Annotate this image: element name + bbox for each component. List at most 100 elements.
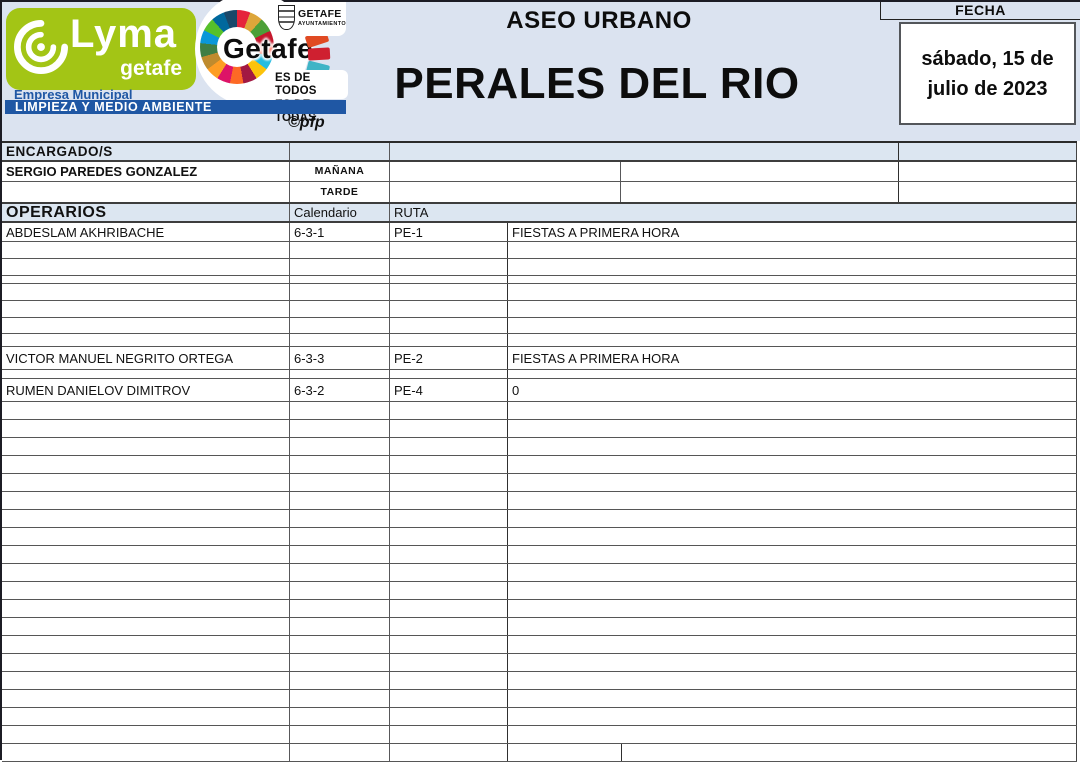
- empty-cell[interactable]: [508, 402, 1077, 419]
- empty-cell[interactable]: [2, 582, 290, 599]
- empty-cell[interactable]: [508, 438, 1077, 455]
- empty-cell[interactable]: [508, 636, 1077, 653]
- empty-cell[interactable]: [390, 492, 508, 509]
- empty-cell[interactable]: [390, 744, 508, 761]
- empty-cell[interactable]: [508, 242, 1077, 258]
- empty-cell[interactable]: [390, 654, 508, 671]
- empty-cell[interactable]: [390, 182, 621, 202]
- empty-cell[interactable]: [290, 690, 390, 707]
- nota-cell[interactable]: FIESTAS A PRIMERA HORA: [508, 223, 1077, 241]
- empty-cell[interactable]: [290, 726, 390, 743]
- empty-cell[interactable]: [2, 564, 290, 581]
- empty-cell[interactable]: [290, 636, 390, 653]
- empty-cell[interactable]: [290, 438, 390, 455]
- empty-cell[interactable]: [2, 318, 290, 333]
- empty-cell[interactable]: [508, 370, 1077, 378]
- empty-cell[interactable]: [290, 402, 390, 419]
- calendario-cell[interactable]: 6-3-2: [290, 379, 390, 401]
- empty-cell[interactable]: [390, 546, 508, 563]
- empty-cell[interactable]: [508, 276, 1077, 283]
- empty-cell[interactable]: [2, 510, 290, 527]
- empty-cell[interactable]: [2, 420, 290, 437]
- empty-cell[interactable]: [508, 564, 1077, 581]
- ruta-cell[interactable]: PE-2: [390, 347, 508, 369]
- empty-cell[interactable]: [508, 618, 1077, 635]
- empty-cell[interactable]: [508, 528, 1077, 545]
- manana-label-cell[interactable]: MAÑANA: [290, 162, 390, 181]
- empty-cell[interactable]: [390, 456, 508, 473]
- empty-cell[interactable]: [508, 474, 1077, 491]
- empty-cell[interactable]: [390, 726, 508, 743]
- empty-cell[interactable]: [2, 456, 290, 473]
- ruta-cell[interactable]: PE-4: [390, 379, 508, 401]
- empty-cell[interactable]: [2, 276, 290, 283]
- empty-cell[interactable]: [2, 618, 290, 635]
- empty-cell[interactable]: [290, 456, 390, 473]
- empty-cell[interactable]: [508, 690, 1077, 707]
- empty-cell[interactable]: [290, 259, 390, 275]
- empty-cell[interactable]: [508, 420, 1077, 437]
- calendario-cell[interactable]: 6-3-3: [290, 347, 390, 369]
- empty-cell[interactable]: [390, 564, 508, 581]
- nota-cell[interactable]: 0: [508, 379, 1077, 401]
- empty-cell[interactable]: [290, 564, 390, 581]
- empty-cell[interactable]: [390, 690, 508, 707]
- empty-cell[interactable]: [390, 708, 508, 725]
- empty-cell[interactable]: [2, 546, 290, 563]
- empty-cell[interactable]: [290, 474, 390, 491]
- operarios-header-cell[interactable]: OPERARIOS: [2, 204, 290, 221]
- empty-cell[interactable]: [2, 528, 290, 545]
- empty-cell[interactable]: [290, 334, 390, 346]
- empty-cell[interactable]: [390, 143, 899, 160]
- empty-cell[interactable]: [390, 510, 508, 527]
- empty-cell[interactable]: [2, 259, 290, 275]
- empty-cell[interactable]: [508, 284, 1077, 300]
- empty-cell[interactable]: [508, 259, 1077, 275]
- empty-cell[interactable]: [290, 510, 390, 527]
- empty-cell[interactable]: [508, 456, 1077, 473]
- empty-cell[interactable]: [390, 242, 508, 258]
- empty-cell[interactable]: [390, 600, 508, 617]
- empty-cell[interactable]: [899, 143, 1077, 160]
- empty-cell[interactable]: [2, 726, 290, 743]
- empty-cell[interactable]: [390, 370, 508, 378]
- date-cell[interactable]: sábado, 15 de julio de 2023: [899, 22, 1076, 125]
- empty-cell[interactable]: [290, 528, 390, 545]
- empty-cell[interactable]: [290, 654, 390, 671]
- empty-cell[interactable]: [290, 370, 390, 378]
- empty-cell[interactable]: [290, 744, 390, 761]
- worker-name-cell[interactable]: ABDESLAM AKHRIBACHE: [2, 223, 290, 241]
- calendario-cell[interactable]: 6-3-1: [290, 223, 390, 241]
- empty-cell[interactable]: [390, 420, 508, 437]
- empty-cell[interactable]: [290, 672, 390, 689]
- empty-cell[interactable]: [899, 182, 1077, 202]
- encargados-header-cell[interactable]: ENCARGADO/S: [2, 143, 290, 160]
- empty-cell[interactable]: [290, 708, 390, 725]
- empty-cell[interactable]: [390, 528, 508, 545]
- empty-cell[interactable]: [290, 546, 390, 563]
- nota-cell[interactable]: FIESTAS A PRIMERA HORA: [508, 347, 1077, 369]
- empty-cell[interactable]: [390, 474, 508, 491]
- empty-cell[interactable]: [2, 334, 290, 346]
- empty-cell[interactable]: [290, 143, 390, 160]
- empty-cell[interactable]: [390, 259, 508, 275]
- empty-cell[interactable]: [290, 582, 390, 599]
- empty-cell[interactable]: [390, 672, 508, 689]
- empty-cell[interactable]: [2, 284, 290, 300]
- empty-cell[interactable]: [622, 744, 1077, 761]
- empty-cell[interactable]: [290, 242, 390, 258]
- empty-cell[interactable]: [390, 276, 508, 283]
- empty-cell[interactable]: [390, 162, 621, 181]
- empty-cell[interactable]: [290, 600, 390, 617]
- empty-cell[interactable]: [2, 438, 290, 455]
- tarde-label-cell[interactable]: TARDE: [290, 182, 390, 202]
- empty-cell[interactable]: [899, 162, 1077, 181]
- empty-cell[interactable]: [290, 420, 390, 437]
- empty-cell[interactable]: [290, 301, 390, 317]
- calendario-header-cell[interactable]: Calendario: [290, 204, 390, 221]
- empty-cell[interactable]: [2, 182, 290, 202]
- empty-cell[interactable]: [621, 162, 899, 181]
- empty-cell[interactable]: [508, 600, 1077, 617]
- empty-cell[interactable]: [2, 492, 290, 509]
- empty-cell[interactable]: [390, 402, 508, 419]
